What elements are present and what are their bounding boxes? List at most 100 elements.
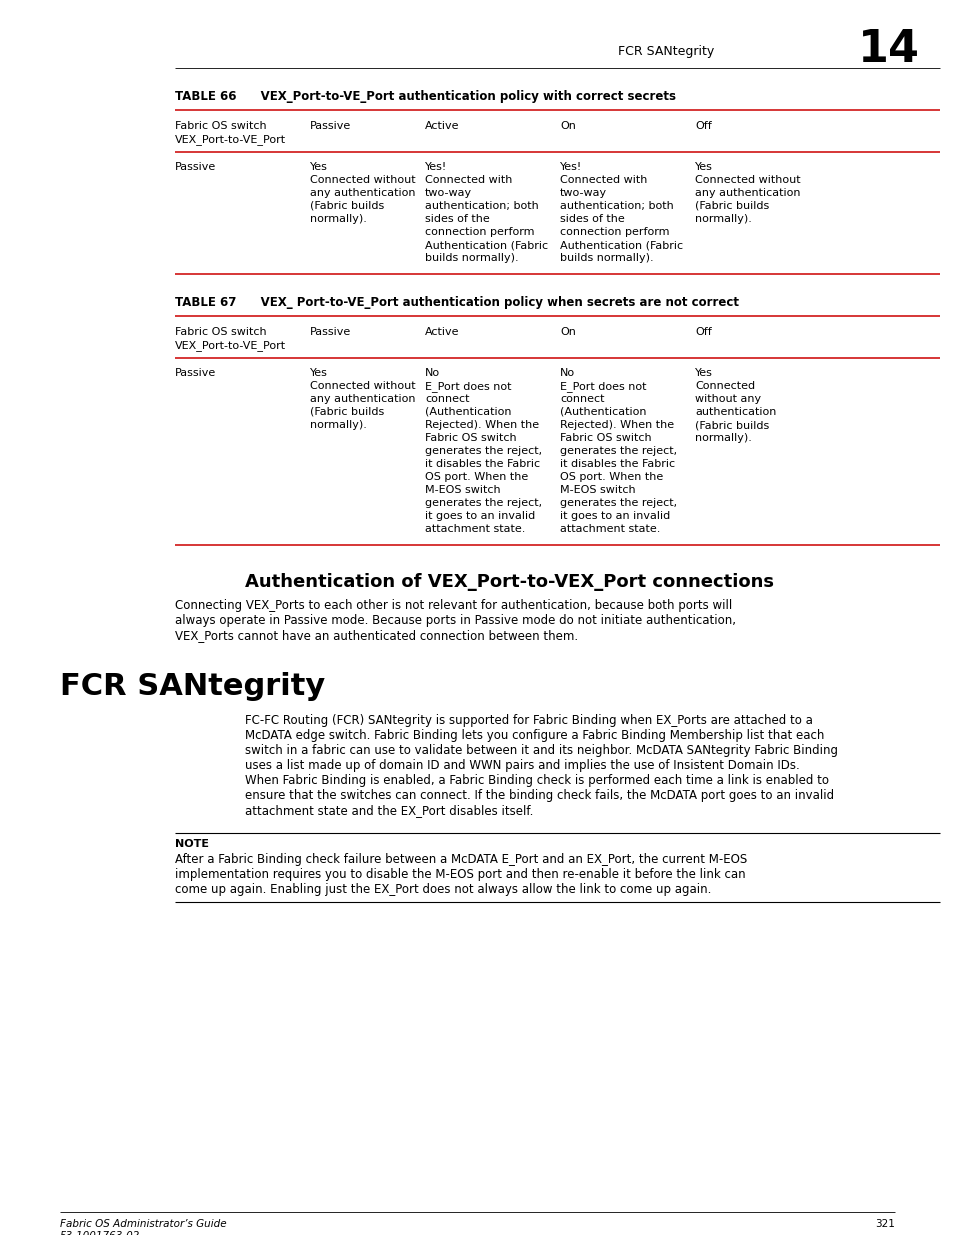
Text: ensure that the switches can connect. If the binding check fails, the McDATA por: ensure that the switches can connect. If…	[245, 789, 833, 802]
Text: sides of the: sides of the	[559, 214, 624, 224]
Text: No: No	[559, 368, 575, 378]
Text: Authentication (Fabric: Authentication (Fabric	[559, 240, 682, 249]
Text: Authentication (Fabric: Authentication (Fabric	[424, 240, 548, 249]
Text: E_Port does not: E_Port does not	[424, 382, 511, 391]
Text: (Authentication: (Authentication	[559, 408, 646, 417]
Text: Yes: Yes	[695, 162, 712, 172]
Text: two-way: two-way	[424, 188, 472, 198]
Text: Rejected). When the: Rejected). When the	[559, 420, 674, 430]
Text: Passive: Passive	[174, 368, 216, 378]
Text: Off: Off	[695, 121, 711, 131]
Text: Passive: Passive	[310, 327, 351, 337]
Text: (Fabric builds: (Fabric builds	[310, 201, 384, 211]
Text: builds normally).: builds normally).	[559, 253, 653, 263]
Text: authentication: authentication	[695, 408, 776, 417]
Text: attachment state and the EX_Port disables itself.: attachment state and the EX_Port disable…	[245, 804, 533, 818]
Text: Passive: Passive	[310, 121, 351, 131]
Text: 53-1001763-02: 53-1001763-02	[60, 1231, 140, 1235]
Text: VEX_Port-to-VE_Port: VEX_Port-to-VE_Port	[174, 340, 286, 351]
Text: Yes!: Yes!	[559, 162, 581, 172]
Text: any authentication: any authentication	[695, 188, 800, 198]
Text: always operate in Passive mode. Because ports in Passive mode do not initiate au: always operate in Passive mode. Because …	[174, 614, 735, 627]
Text: normally).: normally).	[310, 214, 367, 224]
Text: No: No	[424, 368, 439, 378]
Text: Yes: Yes	[310, 162, 328, 172]
Text: Fabric OS switch: Fabric OS switch	[424, 433, 517, 443]
Text: implementation requires you to disable the M-EOS port and then re-enable it befo: implementation requires you to disable t…	[174, 868, 745, 881]
Text: Off: Off	[695, 327, 711, 337]
Text: Connected without: Connected without	[310, 382, 416, 391]
Text: NOTE: NOTE	[174, 839, 209, 848]
Text: On: On	[559, 121, 576, 131]
Text: any authentication: any authentication	[310, 394, 416, 404]
Text: VEX_Port-to-VE_Port: VEX_Port-to-VE_Port	[174, 135, 286, 144]
Text: generates the reject,: generates the reject,	[559, 446, 677, 456]
Text: Passive: Passive	[174, 162, 216, 172]
Text: Yes!: Yes!	[424, 162, 447, 172]
Text: (Fabric builds: (Fabric builds	[695, 201, 768, 211]
Text: Connected with: Connected with	[424, 175, 512, 185]
Text: Yes: Yes	[310, 368, 328, 378]
Text: McDATA edge switch. Fabric Binding lets you configure a Fabric Binding Membershi: McDATA edge switch. Fabric Binding lets …	[245, 729, 823, 742]
Text: Authentication of VEX_Port-to-VEX_Port connections: Authentication of VEX_Port-to-VEX_Port c…	[245, 573, 773, 592]
Text: Rejected). When the: Rejected). When the	[424, 420, 538, 430]
Text: Connecting VEX_Ports to each other is not relevant for authentication, because b: Connecting VEX_Ports to each other is no…	[174, 599, 732, 613]
Text: OS port. When the: OS port. When the	[559, 472, 662, 482]
Text: Active: Active	[424, 121, 459, 131]
Text: Active: Active	[424, 327, 459, 337]
Text: On: On	[559, 327, 576, 337]
Text: connection perform: connection perform	[424, 227, 534, 237]
Text: Fabric OS switch: Fabric OS switch	[174, 327, 266, 337]
Text: 321: 321	[874, 1219, 894, 1229]
Text: When Fabric Binding is enabled, a Fabric Binding check is performed each time a : When Fabric Binding is enabled, a Fabric…	[245, 774, 828, 787]
Text: Connected with: Connected with	[559, 175, 647, 185]
Text: (Fabric builds: (Fabric builds	[310, 408, 384, 417]
Text: E_Port does not: E_Port does not	[559, 382, 646, 391]
Text: two-way: two-way	[559, 188, 606, 198]
Text: normally).: normally).	[695, 433, 751, 443]
Text: Connected without: Connected without	[695, 175, 800, 185]
Text: (Authentication: (Authentication	[424, 408, 511, 417]
Text: M-EOS switch: M-EOS switch	[424, 485, 500, 495]
Text: OS port. When the: OS port. When the	[424, 472, 528, 482]
Text: M-EOS switch: M-EOS switch	[559, 485, 635, 495]
Text: authentication; both: authentication; both	[424, 201, 538, 211]
Text: FCR SANtegrity: FCR SANtegrity	[60, 672, 325, 701]
Text: generates the reject,: generates the reject,	[424, 498, 541, 508]
Text: After a Fabric Binding check failure between a McDATA E_Port and an EX_Port, the: After a Fabric Binding check failure bet…	[174, 853, 746, 866]
Text: Fabric OS switch: Fabric OS switch	[559, 433, 651, 443]
Text: Fabric OS Administrator’s Guide: Fabric OS Administrator’s Guide	[60, 1219, 227, 1229]
Text: connect: connect	[424, 394, 469, 404]
Text: any authentication: any authentication	[310, 188, 416, 198]
Text: Fabric OS switch: Fabric OS switch	[174, 121, 266, 131]
Text: builds normally).: builds normally).	[424, 253, 518, 263]
Text: attachment state.: attachment state.	[559, 524, 659, 534]
Text: it goes to an invalid: it goes to an invalid	[424, 511, 535, 521]
Text: (Fabric builds: (Fabric builds	[695, 420, 768, 430]
Text: VEX_Port-to-VE_Port authentication policy with correct secrets: VEX_Port-to-VE_Port authentication polic…	[240, 90, 676, 103]
Text: normally).: normally).	[695, 214, 751, 224]
Text: attachment state.: attachment state.	[424, 524, 525, 534]
Text: it disables the Fabric: it disables the Fabric	[559, 459, 675, 469]
Text: Yes: Yes	[695, 368, 712, 378]
Text: connect: connect	[559, 394, 604, 404]
Text: without any: without any	[695, 394, 760, 404]
Text: TABLE 66: TABLE 66	[174, 90, 236, 103]
Text: normally).: normally).	[310, 420, 367, 430]
Text: uses a list made up of domain ID and WWN pairs and implies the use of Insistent : uses a list made up of domain ID and WWN…	[245, 760, 799, 772]
Text: authentication; both: authentication; both	[559, 201, 673, 211]
Text: connection perform: connection perform	[559, 227, 669, 237]
Text: it goes to an invalid: it goes to an invalid	[559, 511, 670, 521]
Text: VEX_Ports cannot have an authenticated connection between them.: VEX_Ports cannot have an authenticated c…	[174, 629, 578, 642]
Text: TABLE 67: TABLE 67	[174, 296, 236, 309]
Text: it disables the Fabric: it disables the Fabric	[424, 459, 539, 469]
Text: switch in a fabric can use to validate between it and its neighbor. McDATA SANte: switch in a fabric can use to validate b…	[245, 743, 837, 757]
Text: VEX_ Port-to-VE_Port authentication policy when secrets are not correct: VEX_ Port-to-VE_Port authentication poli…	[240, 296, 739, 309]
Text: FC-FC Routing (FCR) SANtegrity is supported for Fabric Binding when EX_Ports are: FC-FC Routing (FCR) SANtegrity is suppor…	[245, 714, 812, 727]
Text: Connected without: Connected without	[310, 175, 416, 185]
Text: Connected: Connected	[695, 382, 755, 391]
Text: generates the reject,: generates the reject,	[424, 446, 541, 456]
Text: 14: 14	[857, 28, 919, 70]
Text: FCR SANtegrity: FCR SANtegrity	[618, 44, 714, 58]
Text: generates the reject,: generates the reject,	[559, 498, 677, 508]
